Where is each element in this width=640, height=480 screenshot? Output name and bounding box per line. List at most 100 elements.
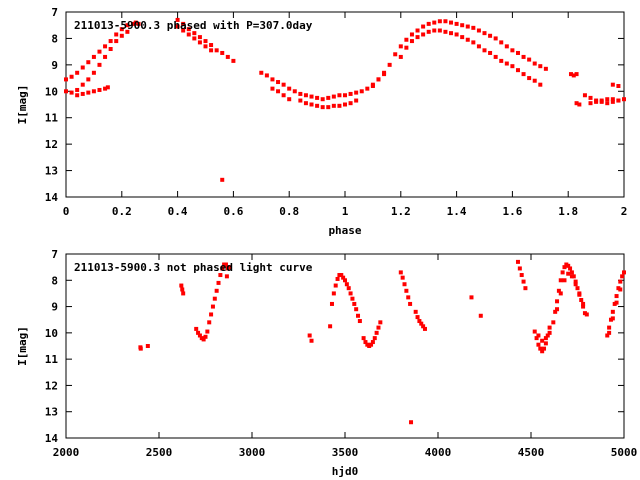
data-point bbox=[175, 24, 180, 29]
data-point bbox=[331, 103, 336, 108]
data-point bbox=[376, 77, 381, 82]
data-point bbox=[103, 44, 108, 49]
data-point bbox=[309, 102, 314, 107]
data-point bbox=[574, 101, 579, 106]
data-point bbox=[281, 93, 286, 98]
data-point bbox=[374, 330, 379, 335]
data-point bbox=[504, 61, 509, 66]
x-tick-label: 1.4 bbox=[447, 205, 467, 218]
data-point bbox=[551, 320, 556, 325]
data-point bbox=[471, 25, 476, 30]
data-point bbox=[329, 301, 334, 306]
data-point bbox=[476, 28, 481, 33]
data-point bbox=[437, 19, 442, 24]
data-point bbox=[536, 342, 541, 347]
data-point bbox=[515, 68, 520, 73]
data-point bbox=[415, 28, 420, 33]
data-point bbox=[86, 90, 91, 95]
data-point bbox=[413, 309, 418, 314]
data-point bbox=[398, 270, 403, 275]
data-point bbox=[369, 342, 374, 347]
data-point bbox=[309, 338, 314, 343]
data-point bbox=[616, 84, 621, 88]
data-point bbox=[180, 287, 185, 292]
y-tick-label: 11 bbox=[45, 353, 59, 366]
x-tick-label: 1.6 bbox=[502, 205, 522, 218]
data-point bbox=[64, 77, 68, 82]
y-tick-label: 12 bbox=[45, 379, 58, 392]
data-point bbox=[203, 334, 208, 339]
data-point bbox=[558, 291, 563, 296]
y-axis-label: I[mag] bbox=[16, 326, 29, 366]
data-point bbox=[326, 95, 331, 100]
data-point bbox=[196, 330, 201, 335]
data-point bbox=[343, 102, 347, 107]
data-point bbox=[80, 91, 85, 96]
data-point bbox=[581, 304, 586, 309]
data-point bbox=[519, 273, 524, 278]
data-point bbox=[214, 288, 219, 293]
data-point bbox=[194, 326, 199, 331]
data-point bbox=[370, 340, 375, 345]
data-point bbox=[579, 298, 584, 302]
y-axis-label: I[mag] bbox=[16, 85, 29, 125]
data-point bbox=[605, 333, 610, 338]
data-point bbox=[179, 283, 184, 288]
data-point bbox=[220, 50, 225, 55]
data-point bbox=[343, 278, 347, 283]
data-point bbox=[527, 57, 532, 62]
x-tick-label: 2500 bbox=[146, 446, 173, 459]
data-point bbox=[614, 294, 619, 299]
data-point bbox=[432, 20, 437, 25]
x-tick-label: 3500 bbox=[332, 446, 359, 459]
data-point bbox=[103, 86, 108, 91]
data-point bbox=[69, 74, 74, 79]
data-point bbox=[201, 337, 206, 342]
data-point bbox=[543, 336, 548, 341]
data-point bbox=[357, 319, 362, 324]
data-point bbox=[86, 60, 91, 65]
data-point bbox=[523, 286, 528, 291]
data-point bbox=[398, 44, 403, 49]
y-tick-label: 13 bbox=[45, 406, 58, 419]
y-tick-label: 9 bbox=[51, 59, 58, 72]
data-point bbox=[337, 93, 342, 98]
data-point bbox=[404, 45, 409, 50]
data-point bbox=[510, 48, 515, 53]
data-point bbox=[415, 35, 420, 40]
data-point bbox=[192, 31, 197, 36]
data-point bbox=[569, 270, 574, 275]
data-point bbox=[482, 48, 487, 53]
chart-panel-2: 2000 2500 3000 3500 4000 4500 5000 7 8 9 10 11 12 13 1… bbox=[16, 248, 637, 478]
x-tick-label: 2000 bbox=[53, 446, 80, 459]
data-point bbox=[536, 333, 541, 338]
data-point bbox=[493, 54, 498, 59]
data-point bbox=[471, 40, 476, 45]
data-point bbox=[594, 99, 599, 104]
data-point bbox=[449, 31, 454, 36]
data-point bbox=[538, 64, 543, 69]
data-point bbox=[607, 330, 612, 335]
x-tick-label: 1.8 bbox=[558, 205, 578, 218]
x-tick-label: 0.2 bbox=[112, 205, 132, 218]
data-point bbox=[315, 103, 320, 108]
data-point bbox=[478, 313, 483, 318]
data-point bbox=[320, 105, 325, 110]
x-axis-label: phase bbox=[328, 224, 361, 237]
data-point bbox=[607, 325, 612, 330]
data-point bbox=[197, 333, 202, 338]
data-point bbox=[547, 330, 552, 335]
data-point bbox=[515, 259, 520, 264]
data-point bbox=[622, 97, 626, 102]
data-point bbox=[348, 291, 353, 296]
data-point bbox=[409, 420, 414, 425]
data-point bbox=[69, 90, 74, 95]
data-point bbox=[214, 48, 219, 53]
data-point bbox=[309, 94, 314, 99]
data-point bbox=[350, 296, 355, 301]
data-point bbox=[610, 97, 615, 102]
data-point bbox=[387, 62, 392, 67]
data-point bbox=[125, 23, 130, 28]
data-point bbox=[409, 39, 414, 44]
data-point bbox=[618, 279, 623, 284]
